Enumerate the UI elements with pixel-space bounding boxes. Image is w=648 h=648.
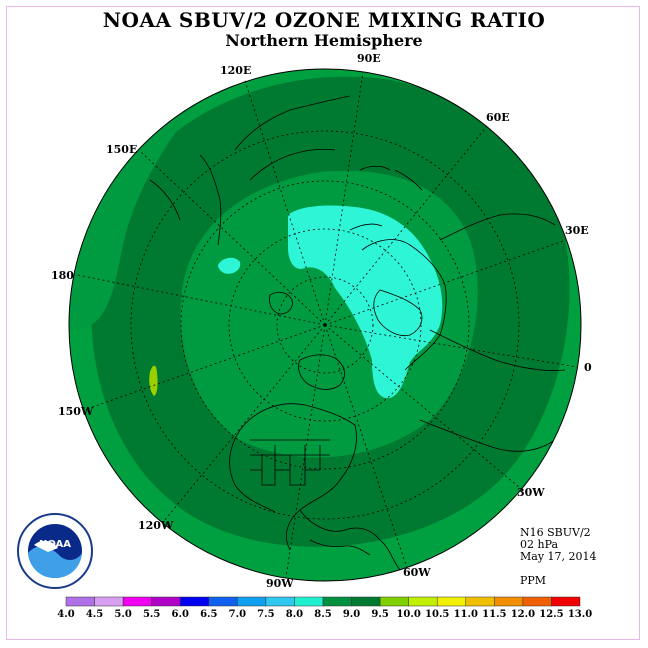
- colorbar-swatch: [237, 596, 267, 607]
- colorbar-tick-label: 12.5: [539, 609, 564, 620]
- colorbar-tick-label: 11.0: [453, 609, 478, 620]
- lat-circle-50: [130, 130, 520, 520]
- colorbar-tick-label: 10.5: [425, 609, 450, 620]
- colorbar-swatch: [408, 596, 438, 607]
- lat-circle-60: [180, 180, 470, 470]
- graticule: [77, 71, 578, 578]
- lon-label-90e: 90E: [357, 52, 381, 65]
- meridian-30w: [324, 324, 521, 489]
- lat-circle-70: [228, 228, 422, 422]
- colorbar-swatch: [151, 596, 181, 607]
- colorbar-swatch: [436, 596, 467, 607]
- lon-label-180: 180: [51, 269, 74, 282]
- meridian-150e: [140, 151, 326, 326]
- date-label: May 17, 2014: [520, 550, 597, 563]
- high-ozone-patch: [288, 205, 443, 399]
- small-high-patch: [218, 257, 241, 274]
- small-low-patch: [149, 365, 158, 396]
- lon-label-150e: 150E: [106, 143, 138, 156]
- map-subtitle: Northern Hemisphere: [225, 31, 423, 50]
- lon-label-30e: 30E: [565, 224, 589, 237]
- colorbar-tick-label: 10.0: [396, 609, 421, 620]
- colorbar-swatch: [65, 596, 95, 607]
- lon-label-120e: 120E: [220, 64, 252, 77]
- colorbar-swatch: [208, 596, 238, 607]
- colorbar: [65, 596, 581, 607]
- coastlines: [149, 95, 566, 571]
- colorbar-swatch: [265, 596, 295, 607]
- map-boundary: [68, 68, 582, 582]
- lon-label-60w: 60W: [403, 566, 431, 579]
- meridian-120e: [243, 77, 326, 326]
- left-light-region: [70, 100, 200, 330]
- colorbar-swatch: [122, 596, 152, 607]
- colorbar-tick-label: 12.0: [510, 609, 536, 620]
- lon-label-30w: 30W: [517, 486, 545, 499]
- pressure-level-label: 02 hPa: [520, 538, 559, 551]
- colorbar-tick-label: 6.0: [171, 609, 189, 620]
- colorbar-tick-label: 8.0: [285, 609, 304, 620]
- lon-label-0: 0: [584, 361, 592, 374]
- colorbar-tick-label: 13.0: [567, 609, 593, 620]
- units-label: PPM: [520, 574, 547, 587]
- colorbar-tick-label: 5.0: [114, 609, 132, 620]
- colorbar-swatch: [94, 596, 124, 607]
- colorbar-tick-label: 4.0: [57, 609, 75, 620]
- colorbar-tick-label: 8.5: [314, 609, 332, 620]
- colorbar-tick-label: 6.5: [200, 609, 218, 620]
- map-title: NOAA SBUV/2 OZONE MIXING RATIO: [102, 8, 546, 32]
- colorbar-swatch: [522, 596, 552, 607]
- meridian-180: [77, 274, 326, 326]
- image-frame: [6, 6, 640, 640]
- colorbar-tick-label: 4.5: [85, 609, 104, 620]
- colorbar-swatch: [551, 596, 581, 607]
- colorbar-swatch: [494, 596, 524, 607]
- colorbar-swatch: [351, 596, 381, 607]
- lon-label-150w: 150W: [58, 405, 94, 418]
- colorbar-tick-label: 5.5: [142, 609, 161, 620]
- colorbar-swatch: [465, 596, 495, 607]
- colorbar-tick-label: 7.5: [257, 609, 275, 620]
- colorbar-tick-label: 11.5: [482, 609, 507, 620]
- colorbar-tick-label: 7.0: [228, 609, 247, 620]
- meridian-120w: [163, 324, 326, 522]
- colorbar-tick-label: 9.0: [342, 609, 361, 620]
- colorbar-swatch: [379, 596, 409, 607]
- lon-label-60e: 60E: [486, 111, 510, 124]
- instrument-label: N16 SBUV/2: [520, 526, 591, 539]
- colorbar-swatch: [294, 596, 324, 607]
- lon-label-90w: 90W: [266, 577, 294, 590]
- lon-label-120w: 120W: [138, 519, 174, 532]
- colorbar-swatch: [179, 596, 210, 607]
- colorbar-tick-label: 9.5: [371, 609, 389, 620]
- colorbar-swatch: [322, 596, 352, 607]
- lat-circle-80: [276, 276, 374, 374]
